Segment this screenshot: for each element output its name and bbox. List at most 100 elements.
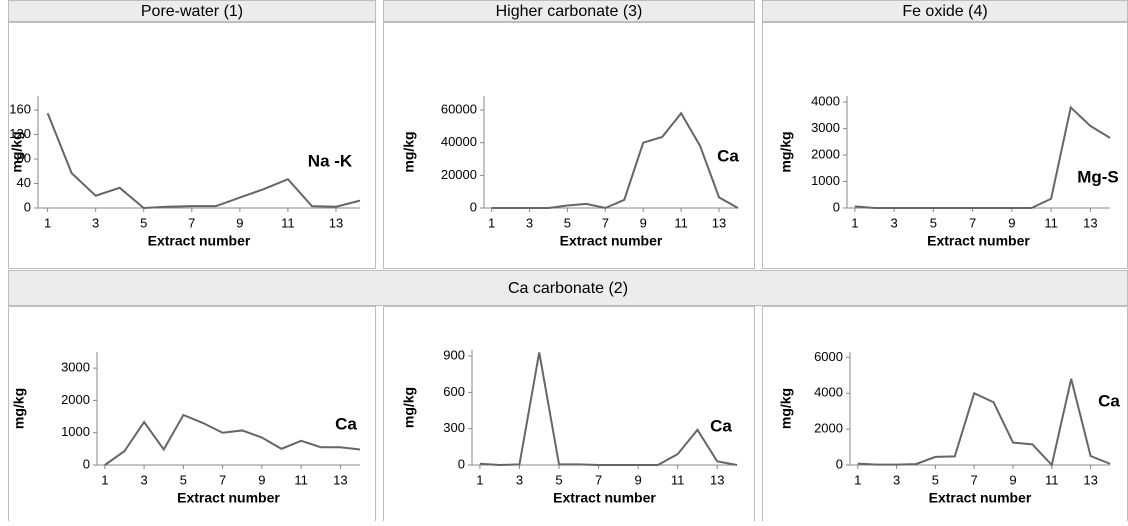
x-tick-label: 7 [602, 215, 609, 230]
data-line [491, 111, 739, 210]
annotation: Ca [710, 416, 732, 435]
x-tick-label: 9 [1009, 472, 1016, 487]
x-tick-label: 13 [333, 472, 347, 487]
x-axis-label: Extract number [148, 233, 251, 249]
x-tick-label: 1 [851, 215, 858, 230]
header-box [8, 0, 376, 22]
y-tick-label: 1000 [811, 173, 840, 188]
x-tick-label: 7 [969, 215, 976, 230]
x-tick-label: 11 [671, 472, 685, 487]
y-tick-label: 300 [443, 420, 465, 435]
x-tick-label: 9 [258, 472, 265, 487]
y-axis-label: mg/kg [11, 388, 27, 429]
y-tick-label: 0 [458, 456, 465, 471]
x-tick-label: 3 [890, 215, 897, 230]
y-tick-label: 3000 [61, 360, 90, 375]
data-line [479, 352, 738, 467]
x-tick-label: 13 [329, 215, 343, 230]
x-tick-label: 13 [712, 215, 726, 230]
y-axis-label: mg/kg [9, 131, 25, 172]
chart-box [383, 306, 755, 526]
x-tick-label: 3 [893, 472, 900, 487]
x-tick-label: 5 [932, 472, 939, 487]
y-tick-label: 160 [9, 102, 31, 117]
x-axis-label: Extract number [929, 490, 1032, 506]
annotation: Ca [717, 146, 739, 165]
y-tick-label: 2000 [811, 146, 840, 161]
y-tick-label: 4000 [811, 94, 840, 109]
x-axis-label: Extract number [560, 233, 663, 249]
y-tick-label: 0 [24, 199, 31, 214]
y-tick-label: 3000 [811, 120, 840, 135]
x-tick-label: 13 [1083, 215, 1097, 230]
x-tick-label: 13 [710, 472, 724, 487]
x-tick-label: 5 [930, 215, 937, 230]
chart-box [8, 22, 376, 269]
header-box [8, 270, 1128, 306]
x-axis-label: Extract number [927, 233, 1030, 249]
y-tick-label: 2000 [814, 421, 843, 436]
x-tick-label: 1 [101, 472, 108, 487]
x-tick-label: 3 [526, 215, 533, 230]
panel-frames [8, 0, 1128, 526]
data-line [46, 112, 361, 210]
x-tick-label: 11 [1045, 472, 1059, 487]
x-tick-label: 5 [180, 472, 187, 487]
x-axis-label: Extract number [177, 490, 280, 506]
panel-header: Fe oxide (4) [902, 3, 987, 20]
x-tick-label: 1 [44, 215, 51, 230]
x-tick-label: 5 [564, 215, 571, 230]
y-tick-label: 40 [17, 175, 31, 190]
y-axis-label: mg/kg [778, 131, 794, 172]
x-tick-label: 11 [674, 215, 688, 230]
x-tick-label: 9 [635, 472, 642, 487]
y-tick-label: 20000 [441, 167, 477, 182]
x-tick-label: 1 [854, 472, 861, 487]
y-tick-label: 900 [443, 347, 465, 362]
annotation: Ca [335, 414, 357, 433]
y-axis-label: mg/kg [401, 131, 417, 172]
data-line [854, 105, 1111, 209]
x-tick-label: 5 [140, 215, 147, 230]
y-tick-label: 6000 [814, 349, 843, 364]
x-tick-label: 7 [188, 215, 195, 230]
annotation: Na -K [308, 151, 353, 170]
x-tick-label: 11 [1044, 215, 1058, 230]
annotation: Ca [1098, 391, 1120, 410]
chart-box [8, 306, 376, 526]
x-tick-label: 1 [488, 215, 495, 230]
annotation: Mg-S [1077, 167, 1119, 186]
chart-box [383, 22, 755, 269]
panel-header: Ca carbonate (2) [508, 280, 628, 297]
y-tick-label: 40000 [441, 134, 477, 149]
x-tick-label: 3 [140, 472, 147, 487]
data-line [104, 413, 361, 466]
x-axis-label: Extract number [553, 490, 656, 506]
y-tick-label: 2000 [61, 392, 90, 407]
x-tick-label: 11 [281, 215, 295, 230]
chart-box [762, 22, 1128, 269]
x-tick-label: 7 [971, 472, 978, 487]
y-axis-label: mg/kg [778, 388, 794, 429]
x-tick-label: 7 [219, 472, 226, 487]
y-tick-label: 0 [836, 456, 843, 471]
y-tick-label: 120 [9, 126, 31, 141]
x-tick-label: 3 [92, 215, 99, 230]
x-tick-label: 13 [1083, 472, 1097, 487]
x-tick-label: 1 [476, 472, 483, 487]
y-tick-label: 0 [833, 199, 840, 214]
y-tick-label: 600 [443, 384, 465, 399]
x-tick-label: 5 [555, 472, 562, 487]
y-tick-label: 4000 [814, 385, 843, 400]
y-tick-label: 0 [83, 456, 90, 471]
y-tick-label: 1000 [61, 424, 90, 439]
data-line [857, 378, 1111, 468]
y-tick-label: 0 [470, 199, 477, 214]
x-tick-label: 11 [294, 472, 308, 487]
x-tick-label: 9 [640, 215, 647, 230]
y-tick-label: 60000 [441, 101, 477, 116]
x-tick-label: 9 [236, 215, 243, 230]
panel-header: Pore-water (1) [141, 3, 243, 20]
y-tick-label: 80 [17, 150, 31, 165]
header-box [383, 0, 755, 22]
